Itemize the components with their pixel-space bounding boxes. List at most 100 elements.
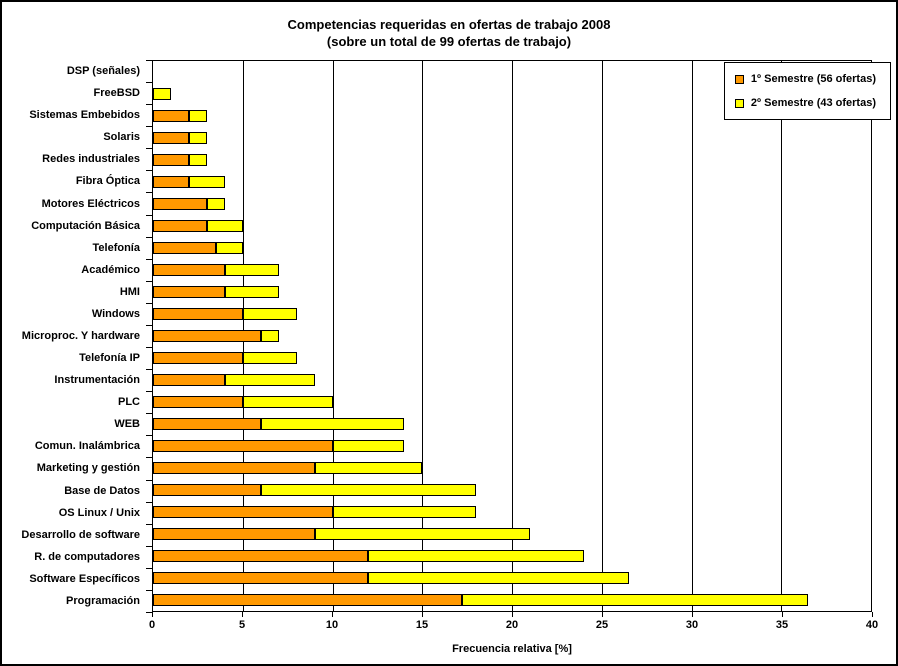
y-tick (146, 369, 152, 370)
y-tick (146, 413, 152, 414)
y-tick (146, 524, 152, 525)
bar-segment-series1 (153, 242, 216, 254)
bar-segment-series1 (153, 374, 225, 386)
y-tick (146, 502, 152, 503)
y-tick (146, 281, 152, 282)
bar-segment-series1 (153, 352, 243, 364)
bar-segment-series2 (332, 506, 477, 518)
y-label: Microproc. Y hardware (21, 329, 140, 342)
y-label: OS Linux / Unix (58, 506, 140, 519)
bar-segment-series1 (153, 198, 207, 210)
gridline-10 (333, 61, 334, 611)
bar-segment-series2 (206, 220, 243, 232)
bar-segment-series1 (153, 462, 315, 474)
bar-segment-series2 (368, 550, 584, 562)
bar-segment-series1 (153, 176, 189, 188)
legend-entry-series2: 2º Semestre (43 ofertas) (734, 97, 876, 109)
y-tick (146, 170, 152, 171)
x-tick (422, 612, 423, 617)
bar-segment-series1 (153, 132, 189, 144)
y-label: DSP (señales) (66, 65, 140, 78)
bar-segment-series1 (153, 286, 225, 298)
bar-segment-series1 (153, 330, 261, 342)
bar-segment-series1 (153, 110, 189, 122)
y-label: Software Específicos (29, 572, 140, 585)
y-label: Académico (81, 263, 140, 276)
bar-segment-series1 (153, 264, 225, 276)
y-label: Instrumentación (54, 374, 140, 387)
bar-segment-series2 (188, 176, 225, 188)
bars-layer (153, 61, 871, 611)
bar-segment-series2 (314, 528, 530, 540)
y-tick (146, 148, 152, 149)
x-tick (872, 612, 873, 617)
x-tick (782, 612, 783, 617)
bar-segment-series2 (153, 88, 171, 100)
bar-segment-series1 (153, 484, 261, 496)
y-label: Solaris (103, 131, 140, 144)
legend-entries: 1º Semestre (56 ofertas) 2º Semestre (43 … (734, 73, 876, 109)
y-label: Sistemas Embebidos (29, 109, 140, 122)
gridline-20 (512, 61, 513, 611)
legend-marker-icon (734, 74, 744, 84)
bar-segment-series2 (368, 572, 629, 584)
y-label: FreeBSD (93, 87, 140, 100)
y-label: Marketing y gestión (36, 462, 140, 475)
x-tick-label: 40 (865, 619, 879, 631)
bar-segment-series2 (314, 462, 423, 474)
bar-segment-series1 (153, 154, 189, 166)
y-tick (146, 259, 152, 260)
bar-segment-series2 (260, 418, 405, 430)
y-tick (146, 60, 152, 61)
y-label: Computación Básica (31, 219, 140, 232)
bar-segment-series1 (153, 594, 462, 606)
bar-segment-series2 (260, 484, 477, 496)
bar-segment-series1 (153, 440, 333, 452)
gridline-30 (692, 61, 693, 611)
y-label: Telefonía IP (79, 352, 140, 365)
x-tick (152, 612, 153, 617)
y-label: HMI (119, 285, 140, 298)
y-tick (146, 237, 152, 238)
bar-segment-series2 (461, 594, 809, 606)
x-axis-ticks (152, 612, 873, 617)
y-tick (146, 82, 152, 83)
x-tick (692, 612, 693, 617)
bar-segment-series1 (153, 572, 369, 584)
y-label: Motores Eléctricos (41, 197, 140, 210)
bar-segment-series1 (153, 308, 243, 320)
x-tick-label: 15 (415, 619, 429, 631)
x-tick-label: 25 (595, 619, 609, 631)
gridline-15 (422, 61, 423, 611)
y-label: Base de Datos (64, 484, 140, 497)
y-label: Programación (66, 594, 140, 607)
bar-segment-series2 (188, 154, 207, 166)
bar-segment-series2 (215, 242, 243, 254)
bar-segment-series2 (224, 374, 315, 386)
y-tick (146, 104, 152, 105)
y-tick (146, 568, 152, 569)
gridline-25 (602, 61, 603, 611)
y-label: Redes industriales (42, 153, 140, 166)
bar-segment-series2 (242, 308, 297, 320)
chart-title-line2: (sobre un total de 99 ofertas de trabajo… (326, 34, 572, 49)
y-tick (146, 347, 152, 348)
bar-segment-series2 (260, 330, 279, 342)
x-tick-label: 10 (325, 619, 339, 631)
y-label: Desarrollo de software (21, 528, 140, 541)
y-label: Comun. Inalámbrica (34, 440, 140, 453)
y-tick (146, 325, 152, 326)
y-tick (146, 435, 152, 436)
bar-segment-series2 (242, 352, 297, 364)
x-tick-label: 30 (685, 619, 699, 631)
gridline-35 (781, 61, 782, 611)
x-tick-label: 0 (148, 619, 156, 631)
bar-segment-series2 (224, 286, 279, 298)
y-tick (146, 457, 152, 458)
bar-segment-series1 (153, 506, 333, 518)
x-axis-title: Frecuencia relativa [%] (452, 643, 572, 655)
x-tick-label: 20 (505, 619, 519, 631)
bar-segment-series1 (153, 220, 207, 232)
bar-segment-series1 (153, 396, 243, 408)
